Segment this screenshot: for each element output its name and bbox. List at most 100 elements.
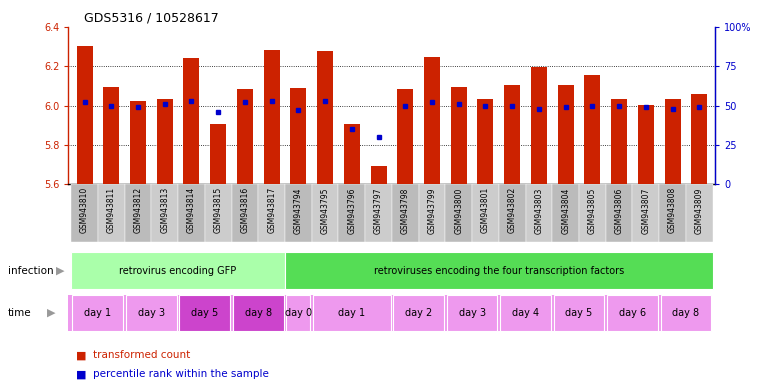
Bar: [579, 184, 606, 242]
Bar: [183, 58, 199, 184]
Text: GSM943800: GSM943800: [454, 187, 463, 233]
Text: GSM943795: GSM943795: [320, 187, 330, 234]
Bar: [445, 184, 472, 242]
Text: GSM943798: GSM943798: [401, 187, 409, 233]
Bar: [477, 99, 493, 184]
Bar: [77, 46, 93, 184]
Bar: [584, 75, 600, 184]
Bar: [419, 184, 445, 242]
Bar: [447, 295, 498, 331]
Text: day 4: day 4: [512, 308, 539, 318]
Bar: [258, 184, 285, 242]
Bar: [661, 295, 712, 331]
Bar: [606, 184, 632, 242]
Bar: [157, 99, 173, 184]
Bar: [558, 85, 574, 184]
Text: GSM943814: GSM943814: [187, 187, 196, 233]
Text: day 5: day 5: [565, 308, 593, 318]
Bar: [552, 184, 579, 242]
Text: day 2: day 2: [405, 308, 432, 318]
Bar: [371, 166, 387, 184]
Bar: [205, 184, 231, 242]
Bar: [632, 184, 659, 242]
Text: GSM943809: GSM943809: [695, 187, 704, 233]
Bar: [365, 184, 392, 242]
Bar: [472, 184, 498, 242]
Text: GSM943802: GSM943802: [508, 187, 517, 233]
Bar: [498, 184, 526, 242]
Text: GSM943808: GSM943808: [668, 187, 677, 233]
Bar: [505, 85, 521, 184]
Bar: [178, 184, 205, 242]
Bar: [611, 99, 627, 184]
Bar: [126, 295, 177, 331]
Text: transformed count: transformed count: [93, 350, 190, 360]
Text: day 3: day 3: [459, 308, 486, 318]
Text: GSM943796: GSM943796: [347, 187, 356, 234]
Bar: [72, 184, 98, 242]
Text: GSM943816: GSM943816: [240, 187, 250, 233]
Text: day 1: day 1: [84, 308, 111, 318]
Text: day 8: day 8: [245, 308, 272, 318]
Text: ■: ■: [76, 369, 87, 379]
Bar: [317, 51, 333, 184]
Text: ■: ■: [76, 350, 87, 360]
Text: GDS5316 / 10528617: GDS5316 / 10528617: [84, 12, 218, 25]
Bar: [553, 295, 604, 331]
Bar: [180, 295, 230, 331]
Text: GSM943807: GSM943807: [642, 187, 651, 233]
Text: GSM943812: GSM943812: [133, 187, 142, 233]
Bar: [285, 252, 712, 289]
Bar: [72, 295, 123, 331]
Text: GSM943806: GSM943806: [615, 187, 623, 233]
Text: GSM943801: GSM943801: [481, 187, 490, 233]
Bar: [286, 295, 310, 331]
Bar: [233, 295, 284, 331]
Bar: [397, 89, 413, 184]
Text: day 3: day 3: [138, 308, 165, 318]
Text: day 6: day 6: [619, 308, 646, 318]
Bar: [285, 184, 312, 242]
Text: GSM943817: GSM943817: [267, 187, 276, 233]
Text: GSM943810: GSM943810: [80, 187, 89, 233]
Text: day 1: day 1: [338, 308, 365, 318]
Bar: [659, 184, 686, 242]
Bar: [125, 184, 151, 242]
Bar: [130, 101, 146, 184]
Text: percentile rank within the sample: percentile rank within the sample: [93, 369, 269, 379]
Bar: [313, 295, 390, 331]
Bar: [103, 87, 119, 184]
Text: GSM943811: GSM943811: [107, 187, 116, 233]
Bar: [686, 184, 712, 242]
Text: GSM943815: GSM943815: [214, 187, 223, 233]
Bar: [526, 184, 552, 242]
Bar: [392, 184, 419, 242]
Text: GSM943804: GSM943804: [561, 187, 570, 233]
Text: ▶: ▶: [56, 266, 64, 276]
Bar: [339, 184, 365, 242]
Bar: [451, 87, 466, 184]
Text: GSM943797: GSM943797: [374, 187, 383, 234]
Text: GSM943805: GSM943805: [588, 187, 597, 233]
Bar: [263, 50, 279, 184]
Text: time: time: [8, 308, 31, 318]
Bar: [312, 184, 339, 242]
Text: day 0: day 0: [285, 308, 312, 318]
Bar: [531, 67, 547, 184]
Bar: [72, 252, 285, 289]
Bar: [424, 57, 440, 184]
Text: GSM943803: GSM943803: [534, 187, 543, 233]
Bar: [500, 295, 551, 331]
Bar: [344, 124, 360, 184]
Bar: [607, 295, 658, 331]
Text: GSM943813: GSM943813: [161, 187, 169, 233]
Bar: [231, 184, 258, 242]
Text: day 8: day 8: [673, 308, 699, 318]
Text: retroviruses encoding the four transcription factors: retroviruses encoding the four transcrip…: [374, 266, 624, 276]
Text: infection: infection: [8, 266, 53, 276]
Bar: [151, 184, 178, 242]
Bar: [237, 89, 253, 184]
Text: GSM943794: GSM943794: [294, 187, 303, 234]
Text: retrovirus encoding GFP: retrovirus encoding GFP: [119, 266, 237, 276]
Text: ▶: ▶: [47, 308, 56, 318]
